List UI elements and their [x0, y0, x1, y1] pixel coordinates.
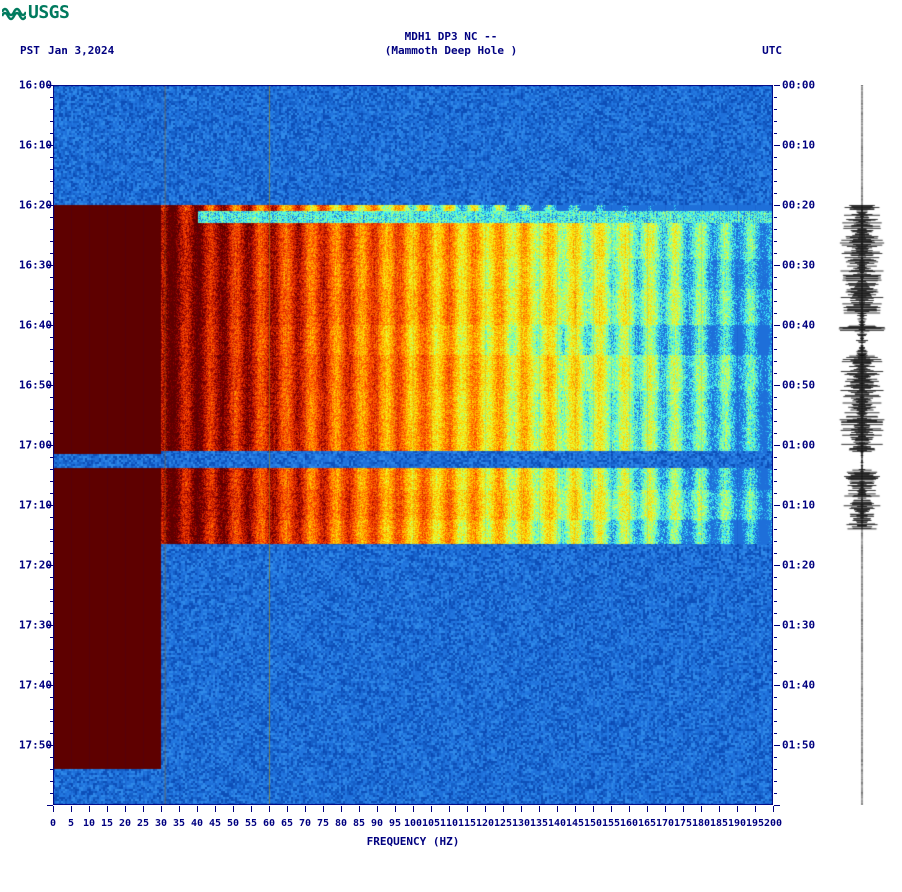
x-axis-title: FREQUENCY (HZ)	[53, 835, 773, 848]
x-label: 0	[50, 818, 56, 829]
x-label: 45	[209, 818, 221, 829]
y-label-utc: 00:50	[782, 379, 815, 392]
x-label: 170	[656, 818, 674, 829]
x-label: 60	[263, 818, 275, 829]
waveform-canvas	[832, 85, 892, 805]
x-label: 80	[335, 818, 347, 829]
y-label-utc: 00:40	[782, 319, 815, 332]
x-label: 165	[638, 818, 656, 829]
x-label: 95	[389, 818, 401, 829]
x-label: 40	[191, 818, 203, 829]
timezone-left-label: PST	[20, 44, 40, 57]
x-label: 115	[458, 818, 476, 829]
y-label-utc: 01:30	[782, 619, 815, 632]
x-label: 110	[440, 818, 458, 829]
x-label: 90	[371, 818, 383, 829]
y-label-utc: 01:00	[782, 439, 815, 452]
x-label: 145	[566, 818, 584, 829]
y-axis-left: 16:0016:1016:2016:3016:4016:5017:0017:10…	[8, 85, 52, 805]
x-label: 85	[353, 818, 365, 829]
x-label: 150	[584, 818, 602, 829]
y-label-utc: 00:30	[782, 259, 815, 272]
y-label-utc: 01:40	[782, 679, 815, 692]
x-label: 160	[620, 818, 638, 829]
x-label: 175	[674, 818, 692, 829]
spectrogram-canvas	[53, 85, 773, 805]
y-label-utc: 00:00	[782, 79, 815, 92]
x-label: 190	[728, 818, 746, 829]
x-label: 15	[101, 818, 113, 829]
y-label-utc: 01:50	[782, 739, 815, 752]
x-label: 65	[281, 818, 293, 829]
date-label: Jan 3,2024	[48, 44, 114, 57]
timezone-right-label: UTC	[762, 44, 782, 57]
waveform-plot	[832, 85, 892, 805]
y-label-utc: 01:10	[782, 499, 815, 512]
x-label: 135	[530, 818, 548, 829]
usgs-wave-icon	[2, 4, 26, 22]
x-label: 100	[404, 818, 422, 829]
x-label: 10	[83, 818, 95, 829]
x-label: 30	[155, 818, 167, 829]
x-label: 155	[602, 818, 620, 829]
x-label: 35	[173, 818, 185, 829]
spectrogram-plot	[53, 85, 773, 805]
x-label: 140	[548, 818, 566, 829]
x-label: 55	[245, 818, 257, 829]
x-label: 195	[746, 818, 764, 829]
x-label: 180	[692, 818, 710, 829]
x-label: 20	[119, 818, 131, 829]
y-label-utc: 01:20	[782, 559, 815, 572]
x-label: 25	[137, 818, 149, 829]
logo-text: USGS	[28, 2, 69, 23]
x-label: 130	[512, 818, 530, 829]
y-label-utc: 00:20	[782, 199, 815, 212]
x-label: 105	[422, 818, 440, 829]
x-label: 125	[494, 818, 512, 829]
x-label: 5	[68, 818, 74, 829]
y-axis-right: 00:0000:1000:2000:3000:4000:5001:0001:10…	[774, 85, 822, 805]
usgs-logo: USGS	[2, 2, 69, 23]
x-label: 120	[476, 818, 494, 829]
x-label: 200	[764, 818, 782, 829]
y-label-utc: 00:10	[782, 139, 815, 152]
x-label: 70	[299, 818, 311, 829]
x-label: 75	[317, 818, 329, 829]
x-label: 50	[227, 818, 239, 829]
x-label: 185	[710, 818, 728, 829]
station-title: MDH1 DP3 NC --	[0, 30, 902, 43]
